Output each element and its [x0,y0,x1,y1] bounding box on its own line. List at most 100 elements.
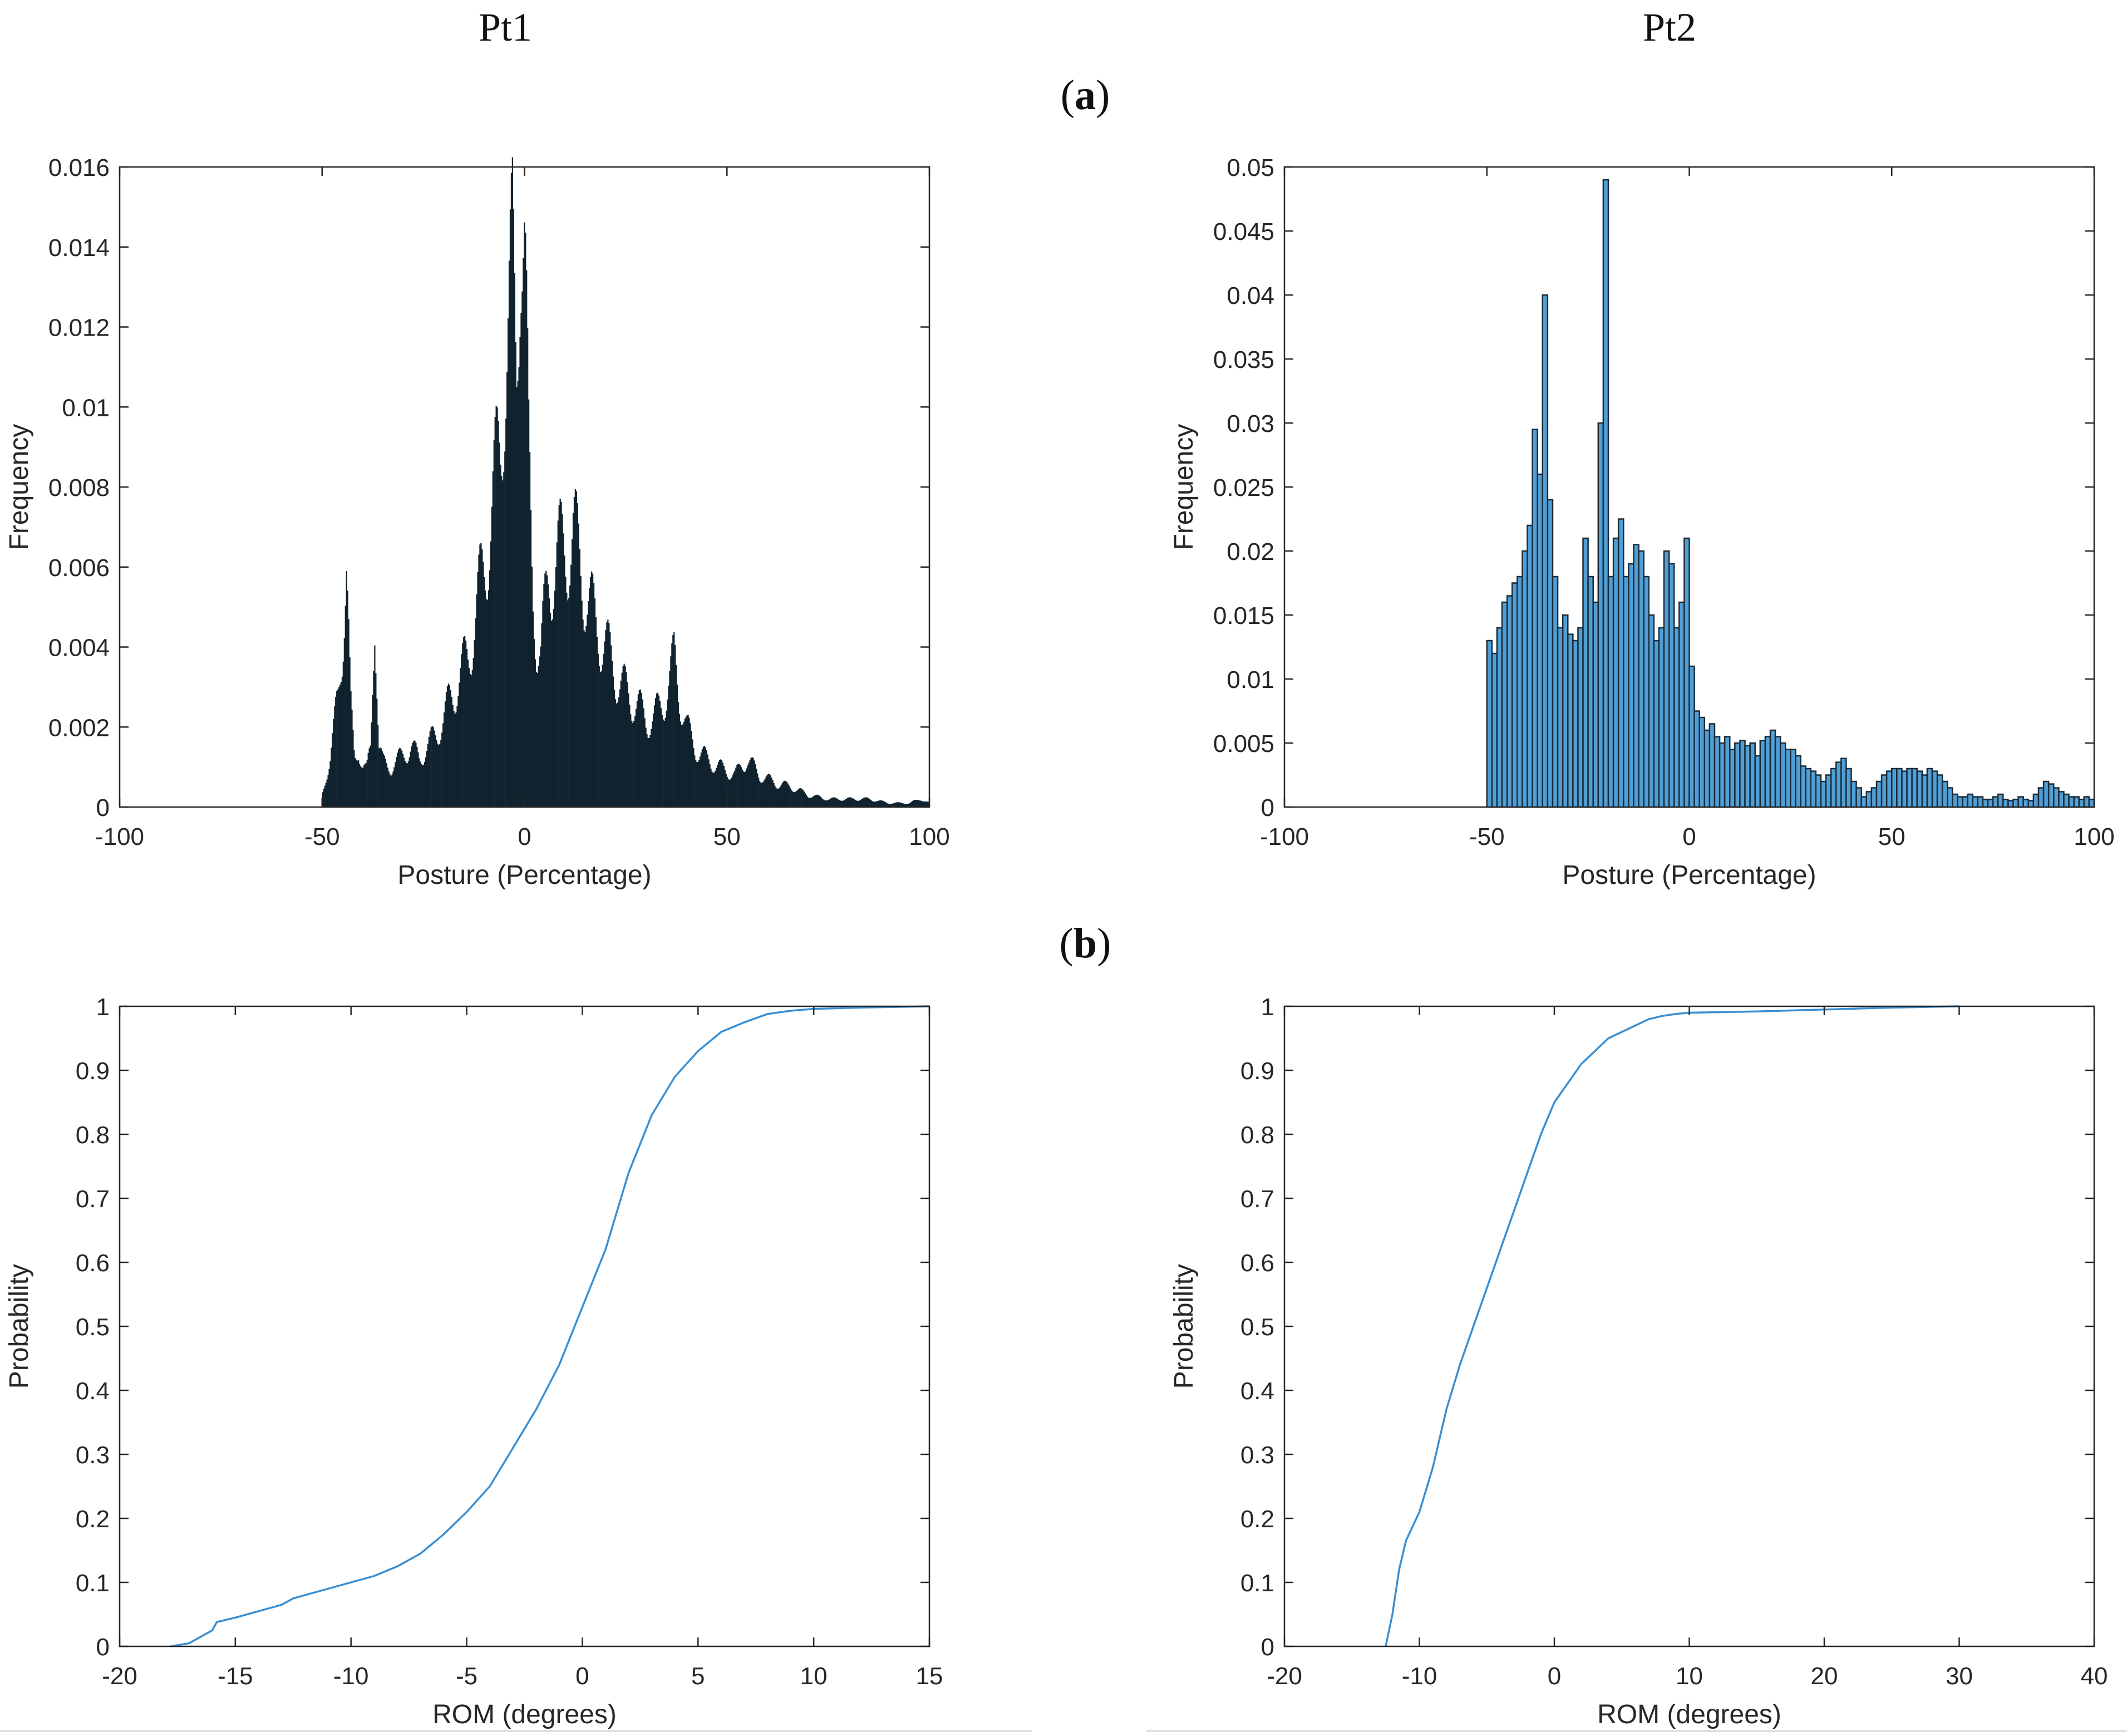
histogram-bar [493,440,495,807]
histogram-bar [1749,742,1756,808]
histogram-bar [327,775,329,807]
histogram-bar [747,765,749,807]
histogram-bar [467,659,469,807]
histogram-bar [346,571,347,807]
histogram-bar [1820,780,1827,808]
histogram-bar [2017,796,2024,808]
histogram-bar [676,665,677,807]
histogram-bar [876,801,878,807]
histogram-bar [758,778,760,807]
histogram-bar [334,706,336,807]
histogram-bar [772,780,774,807]
histogram-bar [584,632,586,807]
histogram-bar [874,801,875,807]
histogram-bar [578,523,579,807]
histogram-bar [716,768,717,807]
y-tick-label: 0.02 [1227,538,1274,565]
histogram-bar [2042,780,2050,808]
histogram-bar [1810,770,1817,808]
histogram-bar [621,672,623,807]
histogram-bar [721,760,723,807]
pt2-histogram-chart: -100 -50 0 50 100 0 0.005 0.01 0.015 0.02 0.025 0.0… [1169,154,2115,890]
histogram-bar [712,773,714,807]
y-tick-label: 0.012 [48,314,110,342]
histogram-bar [1947,787,1953,808]
histogram-bar [732,775,733,807]
column-title-pt2: Pt2 [1642,5,1697,50]
histogram-bar [533,639,535,807]
histogram-bar [523,258,524,807]
histogram-bar [1906,768,1913,808]
histogram-bar [851,798,853,807]
histogram-bar [429,731,431,807]
histogram-bar [643,708,644,807]
histogram-bar [667,699,668,807]
histogram-bar [681,725,683,807]
histogram-bar [691,730,692,807]
y-tick-label: 0.002 [48,714,110,741]
histogram-bar [529,452,531,807]
histogram-bar [735,768,737,807]
histogram-bar [543,583,545,807]
histogram-bar [809,798,810,807]
histogram-bar [831,797,833,807]
histogram-bar [491,506,493,807]
histogram-bar [515,342,516,807]
histogram-bar [356,759,357,807]
histogram-bar [910,801,913,807]
y-axis-label: Probability [1169,1264,1199,1389]
histogram-bar [860,800,861,807]
x-tick-label: -15 [218,1663,253,1690]
histogram-bar [1734,742,1741,808]
histogram-bar [435,735,436,807]
histogram-bar [573,496,575,807]
histogram-bar [734,770,736,807]
histogram-bar [852,798,854,807]
histogram-bar [1537,473,1544,808]
histogram-bar [619,689,621,807]
histogram-bar [598,666,600,807]
histogram-bar [1698,716,1706,808]
pt2-cdf-chart: -20 -10 0 10 20 30 40 0 0.1 0.2 0.3 0.4 0.5 0.6 0.7 0.8… [1169,994,2108,1729]
histogram-bar [781,783,784,807]
histogram-bar [517,381,519,807]
histogram-bar [344,606,346,807]
histogram-bar [553,609,555,807]
histogram-bar [592,573,594,807]
histogram-bar [764,778,766,807]
histogram-bar [893,803,895,807]
histogram-bar [927,801,929,807]
histogram-bar [800,788,802,807]
histogram-bar [674,645,676,807]
histogram-bar [335,697,337,807]
histogram-bar [484,577,485,807]
histogram-bar [457,696,459,807]
histogram-bar [744,772,746,807]
x-tick-label: 50 [1878,823,1906,850]
histogram-bar [858,800,859,807]
histogram-bar [1491,652,1498,808]
histogram-bar [357,760,358,807]
histogram-bar [767,774,769,807]
histogram-bar [425,757,427,807]
histogram-bar [325,783,327,807]
histogram-bar [845,798,848,807]
histogram-bar [440,740,442,807]
histogram-bar [649,735,651,807]
histogram-bar [812,796,814,807]
histogram-bar [386,763,387,807]
histogram-bar [1941,780,1948,808]
histogram-bar [1709,723,1716,808]
histogram-bar [617,702,619,807]
histogram-bar [878,800,880,807]
histogram-bar [405,763,407,807]
y-tick-label: 0.3 [1240,1442,1274,1469]
histogram-bar [885,802,887,807]
histogram-bar [1517,576,1523,808]
histogram-bar [556,542,558,807]
histogram-bar [519,337,521,807]
pt1-cdf-chart: -20 -15 -10 -5 0 5 10 15 0 0.1 0.2 0.3 0.4 0.5 0.6 0.7 0… [4,994,943,1729]
x-tick-label: -50 [1469,823,1505,850]
histogram-bar [1790,749,1796,808]
histogram-bar [2078,798,2085,808]
